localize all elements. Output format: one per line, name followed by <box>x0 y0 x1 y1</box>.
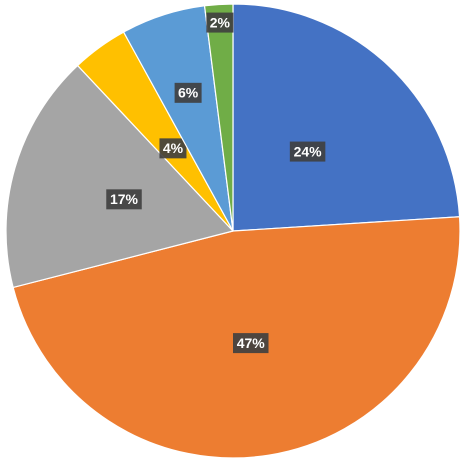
data-label-3: 17% <box>106 189 142 210</box>
data-label-text-2: 47% <box>237 335 266 351</box>
pie-slice-1 <box>232 3 461 232</box>
data-label-text-4: 4% <box>163 140 184 156</box>
data-label-5: 6% <box>174 82 202 103</box>
data-label-box-1 <box>289 141 326 162</box>
data-label-box-6 <box>206 12 234 33</box>
data-label-text-3: 17% <box>110 191 139 207</box>
data-label-text-5: 6% <box>178 85 199 101</box>
data-label-box-3 <box>106 189 142 210</box>
data-label-6: 2% <box>206 12 234 33</box>
data-label-box-5 <box>174 82 202 103</box>
pie-slice-3 <box>5 64 235 289</box>
data-label-2: 47% <box>233 333 269 354</box>
data-label-1: 24% <box>289 141 326 162</box>
data-label-text-6: 2% <box>210 14 231 30</box>
data-label-text-1: 24% <box>294 143 323 159</box>
data-label-4: 4% <box>159 138 187 159</box>
data-label-box-2 <box>233 333 269 354</box>
data-label-box-4 <box>159 138 187 159</box>
pie-slice-6 <box>203 3 234 232</box>
